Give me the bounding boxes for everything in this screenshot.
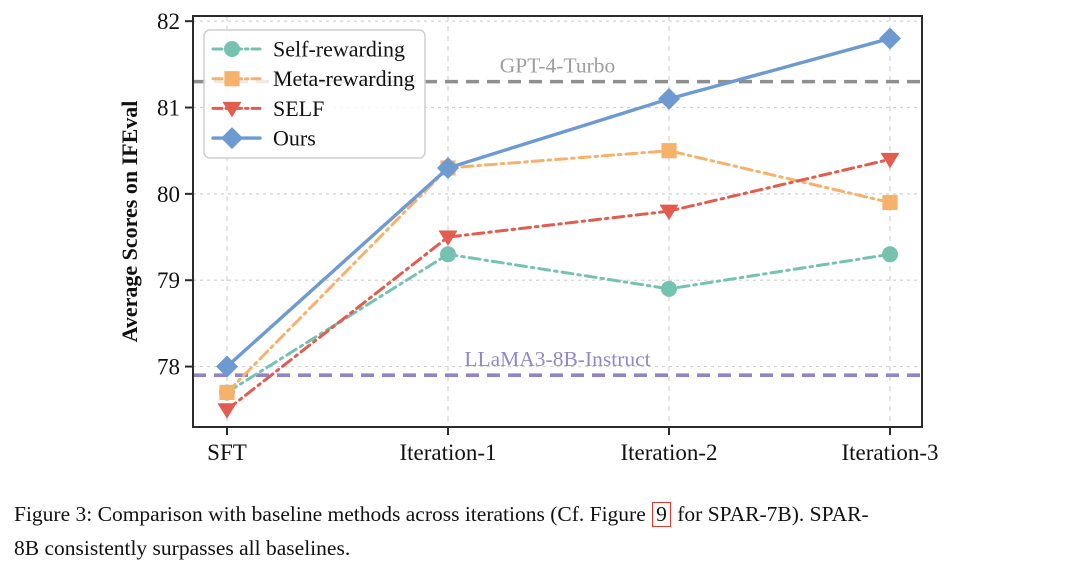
y-tick-label-81: 81 (157, 96, 180, 121)
legend-marker-self-rewarding (224, 41, 240, 57)
ifeval-line-chart: GPT-4-Turbo LLaMA3-8B-Instruct 78 79 80 81 82 S… (117, 9, 939, 465)
y-tick-label-78: 78 (157, 355, 180, 380)
series-marker-self-iteration-3 (880, 152, 900, 169)
y-tick-label-82: 82 (157, 9, 180, 34)
series-marker-ours-iteration-1 (437, 156, 459, 179)
series-marker-self-rewarding-iteration-3 (882, 246, 898, 263)
series-marker-self-iteration-1 (438, 230, 458, 247)
x-tick-label-iteration-2: Iteration-2 (620, 440, 717, 465)
series-marker-self-iteration-2 (659, 204, 679, 221)
series-line-meta-rewarding (225, 149, 892, 394)
figure-caption: Figure 3: Comparison with baseline metho… (14, 498, 1070, 566)
series-marker-ours-sft (216, 355, 238, 378)
series-marker-meta-rewarding-iteration-3 (882, 194, 898, 211)
series-line-self (225, 157, 892, 412)
legend-marker-self (222, 101, 242, 118)
series-line-self-rewarding (225, 252, 892, 394)
figure-9-link[interactable]: 9 (652, 502, 671, 527)
series-marker-meta-rewarding-iteration-2 (661, 143, 677, 159)
legend-label-ours: Ours (273, 126, 316, 151)
y-tick-label-79: 79 (157, 268, 180, 293)
series-line-ours (225, 36, 892, 369)
legend-label-self: SELF (273, 96, 324, 121)
refline-label-gpt-4-turbo: GPT-4-Turbo (500, 54, 616, 78)
refline-label-llama3-8b-instruct: LLaMA3-8B-Instruct (464, 347, 650, 371)
x-tick-label-iteration-1: Iteration-1 (399, 440, 496, 465)
caption-text-line2: 8B consistently surpasses all baselines. (14, 535, 351, 560)
x-tick-label-iteration-3: Iteration-3 (841, 440, 938, 465)
legend-label-meta-rewarding: Meta-rewarding (273, 66, 415, 91)
series-marker-ours-iteration-3 (879, 27, 901, 50)
y-axis-label: Average Scores on IFEval (117, 101, 142, 343)
series-marker-self-rewarding-iteration-2 (661, 280, 677, 297)
caption-text-middle: for SPAR-7B). SPAR- (671, 502, 869, 526)
caption-text-prefix: Figure 3: Comparison with baseline metho… (14, 502, 652, 526)
x-tick-label-sft: SFT (207, 440, 247, 465)
series-marker-ours-iteration-2 (658, 87, 680, 110)
legend-marker-meta-rewarding (224, 71, 240, 87)
legend-marker-ours (221, 127, 243, 150)
series-marker-meta-rewarding-sft (219, 384, 235, 401)
plot-border (192, 15, 923, 428)
series-marker-self-rewarding-iteration-1 (440, 246, 456, 263)
series-marker-self-sft (217, 403, 237, 419)
legend-box (203, 29, 426, 159)
legend-label-self-rewarding: Self-rewarding (273, 37, 405, 62)
y-tick-label-80: 80 (157, 182, 180, 207)
